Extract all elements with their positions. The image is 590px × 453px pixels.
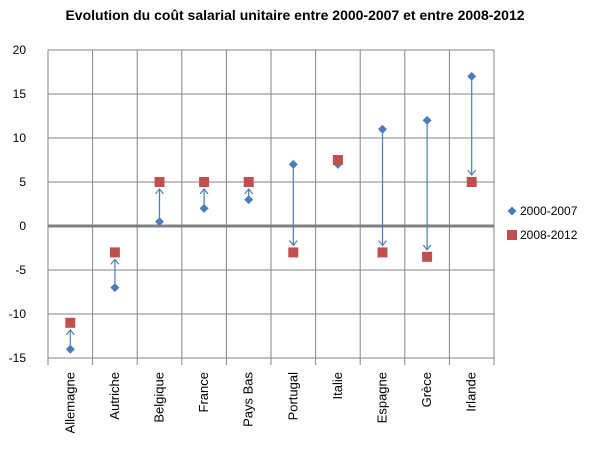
- legend-marker: [507, 206, 517, 216]
- x-tick-label: Allemagne: [62, 372, 77, 433]
- chart-title: Evolution du coût salarial unitaire entr…: [65, 7, 525, 23]
- x-tick-label: Portugal: [285, 372, 300, 421]
- point-2000-2007: [110, 283, 120, 293]
- legend-label: 2008-2012: [520, 228, 578, 242]
- arrow-layer: [70, 80, 471, 346]
- point-2008-2012: [243, 177, 254, 187]
- point-2000-2007: [467, 71, 477, 81]
- y-tick-label: 5: [19, 175, 26, 189]
- y-tick-label: -15: [9, 351, 27, 365]
- point-2008-2012: [422, 251, 433, 262]
- point-2008-2012: [109, 247, 120, 258]
- x-tick-label: Espagne: [375, 372, 390, 423]
- x-tick-label: Grèce: [419, 372, 434, 407]
- y-tick-label: -10: [9, 307, 27, 321]
- point-2000-2007: [422, 115, 432, 125]
- y-tick-label: 10: [13, 131, 27, 145]
- point-2008-2012: [199, 177, 210, 187]
- point-2008-2012: [65, 317, 76, 328]
- x-tick-label: Irlande: [464, 372, 479, 412]
- x-tick-label: Autriche: [107, 372, 122, 420]
- point-2008-2012: [154, 177, 165, 187]
- grid-layer: [47, 49, 495, 359]
- point-2000-2007: [288, 159, 298, 169]
- point-2000-2007: [155, 217, 164, 227]
- point-2008-2012: [377, 247, 388, 258]
- point-2000-2007: [199, 203, 209, 213]
- y-tick-label: 20: [13, 43, 27, 57]
- x-tick-label: Pays Bas: [241, 372, 256, 427]
- point-2000-2007: [378, 124, 387, 134]
- point-2008-2012: [288, 247, 299, 258]
- y-tick-label: 0: [19, 219, 26, 233]
- point-2008-2012: [466, 177, 477, 187]
- legend-label: 2000-2007: [520, 204, 578, 218]
- x-tick-label: Italie: [330, 372, 345, 399]
- y-tick-label: -5: [15, 263, 26, 277]
- point-2008-2012: [332, 155, 343, 165]
- legend: 2000-2007 2008-2012: [507, 204, 578, 242]
- axis-layer: -15 -10 -5 0 5 10 15 20 Allemagne Autriche Belgiqu…: [9, 43, 495, 433]
- legend-marker: [507, 230, 517, 240]
- x-tick-label: France: [196, 372, 211, 412]
- point-2000-2007: [65, 344, 75, 354]
- point-2000-2007: [244, 195, 254, 205]
- x-tick-label: Belgique: [152, 372, 167, 423]
- marker-layer: [65, 71, 477, 354]
- y-tick-label: 15: [13, 87, 27, 101]
